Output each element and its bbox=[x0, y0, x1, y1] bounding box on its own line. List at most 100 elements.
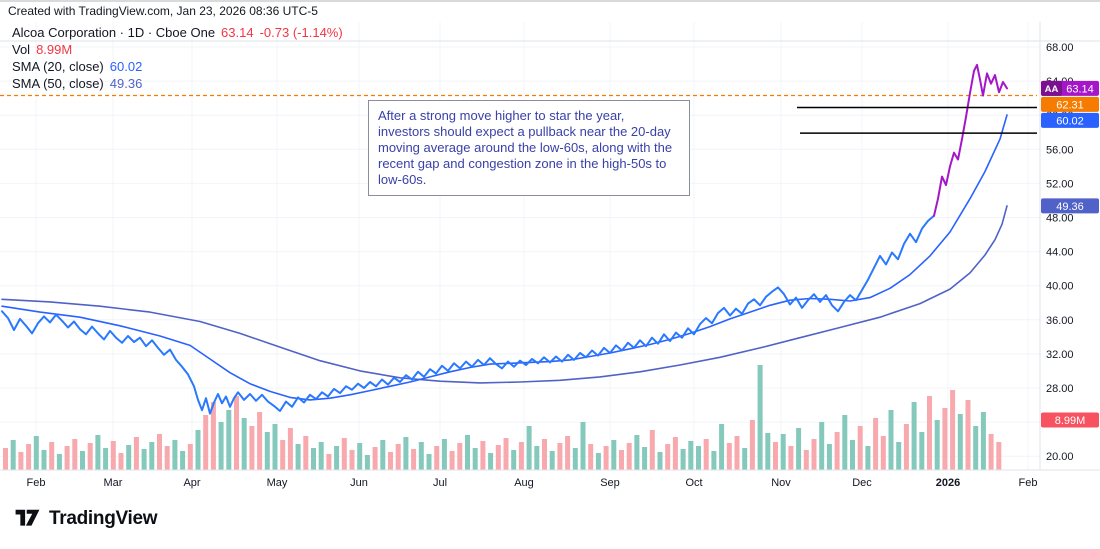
volume-bar-down bbox=[726, 443, 732, 470]
volume-bar-up bbox=[973, 426, 979, 470]
volume-bar-down bbox=[603, 446, 609, 470]
volume-bar-down bbox=[49, 442, 55, 470]
last-price-value: 63.14 bbox=[221, 25, 254, 40]
time-tick-label[interactable]: 2026 bbox=[936, 477, 960, 489]
volume-bar-down bbox=[18, 452, 24, 470]
price-scale-badge bbox=[1041, 112, 1099, 128]
price-scale-badge bbox=[1041, 198, 1099, 214]
volume-bar-down bbox=[411, 449, 417, 470]
price-tick-label[interactable]: 68.00 bbox=[1046, 42, 1074, 54]
volume-bar-up bbox=[180, 451, 186, 470]
legend-sma20-row[interactable]: SMA (20, close) 60.02 bbox=[12, 58, 343, 75]
volume-bar-up bbox=[850, 440, 855, 470]
volume-bar-down bbox=[372, 447, 378, 470]
time-tick-label[interactable]: May bbox=[267, 477, 288, 489]
time-tick-label[interactable]: Mar bbox=[104, 477, 123, 489]
volume-bar-up bbox=[95, 435, 101, 470]
volume-bar-up bbox=[826, 444, 832, 470]
volume-bar-down bbox=[565, 436, 571, 470]
volume-bar-up bbox=[364, 455, 370, 470]
annotation-note[interactable]: After a strong move higher to star the y… bbox=[368, 100, 690, 196]
time-tick-label[interactable]: Feb bbox=[1019, 477, 1038, 489]
volume-bar-up bbox=[980, 412, 986, 470]
price-scale-badge bbox=[1041, 96, 1099, 112]
legend-volume-row[interactable]: Vol 8.99M bbox=[12, 41, 343, 58]
volume-bar-down bbox=[280, 440, 286, 470]
volume-bar-down bbox=[672, 437, 678, 470]
time-tick-label[interactable]: Nov bbox=[771, 477, 791, 489]
volume-label: Vol bbox=[12, 42, 31, 57]
time-tick-label[interactable]: Feb bbox=[27, 477, 46, 489]
volume-bar-down bbox=[457, 443, 463, 470]
volume-bar-down bbox=[257, 412, 263, 470]
volume-bar-up bbox=[957, 414, 963, 470]
price-tick-label[interactable]: 36.00 bbox=[1046, 315, 1074, 327]
volume-bar-down bbox=[773, 442, 778, 470]
sma50-value: 49.36 bbox=[109, 76, 143, 91]
sma20-value: 60.02 bbox=[109, 59, 143, 74]
time-tick-label[interactable]: Oct bbox=[685, 477, 702, 489]
sma50-label: SMA (50, close) bbox=[12, 76, 104, 91]
price-change-value: -0.73 (-1.14%) bbox=[259, 25, 343, 40]
badge-price-text: 60.02 bbox=[1056, 115, 1084, 127]
time-tick-label[interactable]: Sep bbox=[600, 477, 620, 489]
volume-bar-up bbox=[126, 445, 132, 470]
sma20-label: SMA (20, close) bbox=[12, 59, 104, 74]
volume-bar-up bbox=[696, 446, 701, 470]
volume-bar-down bbox=[164, 446, 170, 470]
volume-bar-up bbox=[10, 440, 16, 470]
volume-bar-up bbox=[172, 440, 178, 470]
volume-bar-down bbox=[187, 444, 193, 470]
volume-bar-up bbox=[642, 447, 648, 470]
volume-bar-down bbox=[287, 428, 293, 470]
volume-bar-down bbox=[133, 437, 139, 470]
volume-bar-down bbox=[3, 448, 8, 470]
price-tick-label[interactable]: 28.00 bbox=[1046, 383, 1074, 395]
volume-bar-up bbox=[195, 430, 201, 470]
volume-bar-up bbox=[357, 443, 363, 470]
time-tick-label[interactable]: Dec bbox=[852, 477, 872, 489]
time-tick-label[interactable]: Jun bbox=[350, 477, 368, 489]
volume-bar-up bbox=[765, 433, 771, 470]
price-tick-label[interactable]: 48.00 bbox=[1046, 213, 1074, 225]
price-tick-label[interactable]: 52.00 bbox=[1046, 178, 1074, 190]
volume-bar-down bbox=[927, 396, 932, 470]
volume-bar-up bbox=[611, 440, 617, 470]
volume-bar-up bbox=[896, 442, 902, 470]
volume-bar-up bbox=[534, 446, 540, 470]
volume-bar-down bbox=[834, 432, 840, 470]
volume-bar-up bbox=[472, 448, 478, 470]
volume-bar-up bbox=[580, 422, 586, 470]
volume-bar-up bbox=[842, 415, 848, 470]
volume-bar-down bbox=[873, 418, 879, 470]
volume-bar-up bbox=[711, 451, 717, 470]
volume-bar-down bbox=[749, 420, 755, 470]
volume-bar-up bbox=[465, 435, 470, 470]
price-tick-label[interactable]: 44.00 bbox=[1046, 247, 1074, 259]
time-tick-label[interactable]: Apr bbox=[183, 477, 200, 489]
price-tick-label[interactable]: 56.00 bbox=[1046, 144, 1074, 156]
volume-bar-down bbox=[26, 444, 32, 470]
price-tick-label[interactable]: 40.00 bbox=[1046, 281, 1074, 293]
time-tick-label[interactable]: Aug bbox=[514, 477, 534, 489]
volume-bar-up bbox=[634, 435, 640, 470]
legend-sma50-row[interactable]: SMA (50, close) 49.36 bbox=[12, 75, 343, 92]
price-tick-label[interactable]: 32.00 bbox=[1046, 349, 1074, 361]
volume-bar-up bbox=[742, 448, 748, 470]
volume-bar-up bbox=[56, 454, 62, 470]
attribution-text: Created with TradingView.com, Jan 23, 20… bbox=[8, 4, 318, 18]
volume-bar-down bbox=[857, 426, 863, 470]
volume-bar-down bbox=[803, 450, 809, 470]
price-tick-label[interactable]: 20.00 bbox=[1046, 451, 1074, 463]
symbol-title: Alcoa Corporation · 1D · Cboe One bbox=[12, 25, 216, 40]
volume-bar-up bbox=[688, 441, 694, 470]
volume-bar-up bbox=[919, 432, 925, 470]
volume-bar-down bbox=[665, 444, 671, 470]
sma50-line bbox=[1, 205, 1008, 384]
volume-bar-up bbox=[757, 365, 763, 470]
time-tick-label[interactable]: Jul bbox=[433, 477, 447, 489]
badge-price-text: 8.99M bbox=[1055, 415, 1086, 427]
legend-symbol-row[interactable]: Alcoa Corporation · 1D · Cboe One 63.14 … bbox=[12, 24, 343, 41]
tradingview-logo[interactable]: TradingView bbox=[14, 505, 158, 532]
